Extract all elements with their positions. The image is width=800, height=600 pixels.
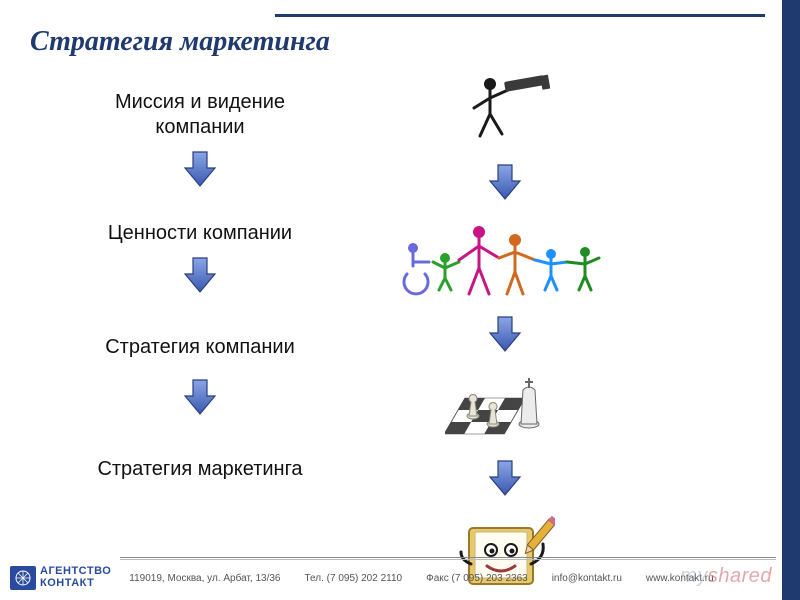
arrow-icon (488, 163, 522, 206)
footer-info: 119019, Москва, ул. Арбат, 13/36 Тел. (7… (129, 573, 776, 584)
page-title: Стратегия маркетинга (30, 26, 330, 58)
footer-address: 119019, Москва, ул. Арбат, 13/36 (129, 573, 280, 584)
people-chain-icon (395, 218, 615, 303)
footer-fax: Факс (7 095) 203 2363 (426, 573, 528, 584)
footer-logo: АГЕНТСТВО КОНТАКТ (10, 566, 111, 590)
step-3-label: Стратегия компании (105, 335, 295, 360)
footer-tel: Тел. (7 095) 202 2110 (304, 573, 402, 584)
arrow-icon (488, 315, 522, 358)
arrow-icon (183, 256, 217, 299)
step-4-label: Стратегия маркетинга (97, 457, 302, 482)
footer-rule-2 (120, 559, 776, 560)
chess-icon (445, 370, 565, 447)
logo-text: АГЕНТСТВО КОНТАКТ (40, 566, 111, 589)
telescope-icon (460, 74, 550, 151)
right-accent-bar (782, 0, 800, 600)
step-2-label: Ценности компании (108, 221, 292, 246)
top-rule (275, 14, 765, 17)
arrow-icon (183, 378, 217, 421)
steps-column: Миссия и видениекомпании Ценности компан… (60, 90, 340, 482)
footer: АГЕНТСТВО КОНТАКТ 119019, Москва, ул. Ар… (10, 566, 776, 590)
footer-rule (120, 557, 776, 558)
logo-line-2: КОНТАКТ (40, 578, 111, 590)
arrow-icon (488, 459, 522, 502)
illustrations-column (380, 72, 630, 599)
step-1-label: Миссия и видениекомпании (115, 90, 285, 140)
arrow-icon (183, 150, 217, 193)
watermark: myshared (680, 565, 772, 588)
footer-email: info@kontakt.ru (552, 573, 622, 584)
logo-mark-icon (10, 566, 36, 590)
